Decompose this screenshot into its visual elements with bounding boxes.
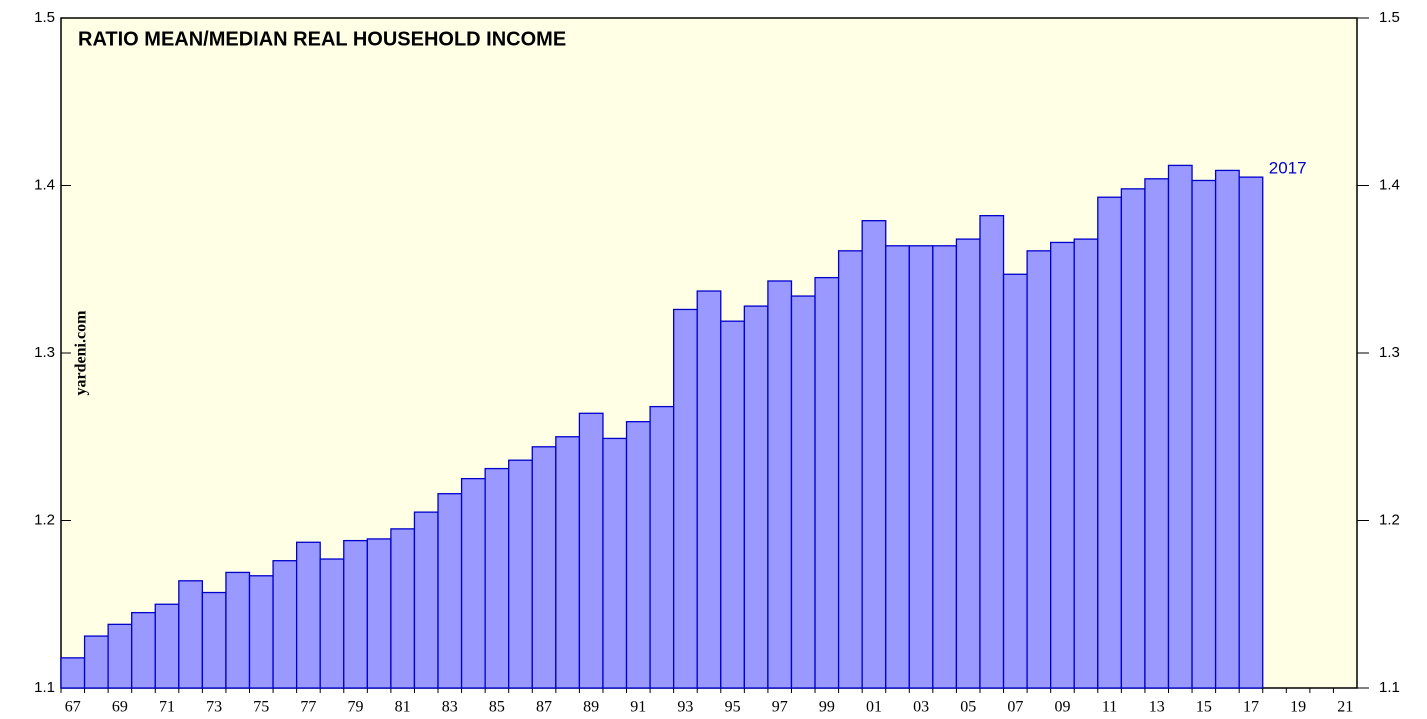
bar bbox=[460, 477, 486, 689]
x-tick-label: 69 bbox=[112, 699, 128, 716]
bar bbox=[248, 575, 274, 689]
y-tick-label: 1.4 bbox=[34, 176, 55, 193]
x-tick-label: 67 bbox=[65, 699, 81, 716]
bar bbox=[720, 320, 745, 689]
x-tick-label: 89 bbox=[583, 699, 599, 716]
chart-title: RATIO MEAN/MEDIAN REAL HOUSEHOLD INCOME bbox=[78, 28, 566, 50]
bar bbox=[1097, 196, 1123, 689]
x-tick-label: 05 bbox=[960, 699, 976, 716]
x-tick-label: 09 bbox=[1054, 699, 1070, 716]
x-tick-label: 01 bbox=[866, 699, 882, 716]
annotation: 2017 bbox=[1269, 159, 1307, 178]
x-tick-label: 73 bbox=[206, 699, 222, 716]
bar bbox=[696, 290, 722, 689]
y-tick-label-right: 1.5 bbox=[1379, 9, 1400, 26]
x-tick-label: 95 bbox=[725, 699, 741, 716]
x-tick-label: 13 bbox=[1149, 699, 1165, 716]
bar bbox=[908, 245, 934, 689]
bar bbox=[1167, 164, 1193, 689]
bar bbox=[319, 558, 345, 689]
x-tick-label: 77 bbox=[300, 699, 316, 716]
x-tick-label: 71 bbox=[159, 699, 175, 716]
bar bbox=[625, 421, 651, 689]
y-tick-label: 1.2 bbox=[34, 511, 55, 528]
y-tick-label: 1.1 bbox=[34, 679, 55, 696]
bar bbox=[178, 580, 204, 689]
bar bbox=[979, 214, 1005, 689]
bar bbox=[885, 245, 910, 689]
x-tick-label: 79 bbox=[348, 699, 364, 716]
x-tick-label: 97 bbox=[772, 699, 788, 716]
source-label: yardeni.com bbox=[73, 310, 90, 396]
bar bbox=[555, 436, 581, 689]
x-tick-label: 83 bbox=[442, 699, 458, 716]
x-tick-label: 21 bbox=[1337, 699, 1353, 716]
bar bbox=[790, 295, 816, 689]
bar bbox=[1026, 250, 1052, 689]
x-tick-label: 17 bbox=[1243, 699, 1259, 716]
bar bbox=[1073, 238, 1099, 689]
bar bbox=[107, 623, 133, 689]
bar bbox=[673, 308, 698, 689]
bar bbox=[83, 635, 109, 689]
x-tick-label: 75 bbox=[253, 699, 269, 716]
bar bbox=[413, 511, 439, 689]
bar bbox=[743, 305, 769, 689]
bar bbox=[578, 412, 604, 689]
y-tick-label: 1.5 bbox=[34, 9, 55, 26]
y-tick-label: 1.3 bbox=[34, 344, 55, 361]
bar bbox=[955, 238, 981, 689]
x-tick-label: 99 bbox=[819, 699, 835, 716]
bar bbox=[1144, 178, 1170, 689]
bar bbox=[390, 528, 416, 689]
bar bbox=[1002, 273, 1028, 689]
bar bbox=[861, 220, 887, 689]
bar bbox=[1191, 179, 1217, 689]
y-tick-label-right: 1.4 bbox=[1379, 176, 1400, 193]
bar bbox=[814, 276, 840, 689]
x-tick-label: 19 bbox=[1290, 699, 1306, 716]
bar bbox=[131, 611, 156, 689]
x-tick-label: 81 bbox=[395, 699, 411, 716]
bar bbox=[508, 459, 533, 689]
bar bbox=[295, 541, 321, 689]
bar bbox=[602, 437, 628, 689]
x-tick-label: 15 bbox=[1196, 699, 1212, 716]
bar bbox=[767, 280, 793, 689]
bar bbox=[1120, 188, 1146, 689]
bar bbox=[837, 250, 863, 689]
bar bbox=[1214, 169, 1240, 689]
x-tick-label: 93 bbox=[677, 699, 693, 716]
x-tick-label: 87 bbox=[536, 699, 552, 716]
bar bbox=[154, 603, 180, 689]
x-tick-label: 91 bbox=[630, 699, 646, 716]
bar bbox=[437, 493, 463, 689]
x-tick-label: 85 bbox=[489, 699, 505, 716]
y-tick-label-right: 1.1 bbox=[1379, 679, 1400, 696]
bar bbox=[366, 538, 392, 689]
x-tick-label: 07 bbox=[1007, 699, 1023, 716]
bar bbox=[225, 571, 251, 689]
bar bbox=[1238, 176, 1264, 689]
bar bbox=[531, 446, 557, 689]
bar bbox=[649, 405, 675, 689]
x-tick-label: 11 bbox=[1102, 699, 1117, 716]
y-tick-label-right: 1.3 bbox=[1379, 344, 1400, 361]
bar bbox=[484, 467, 510, 689]
bar bbox=[60, 657, 86, 689]
bar bbox=[272, 560, 298, 689]
x-tick-label: 03 bbox=[913, 699, 929, 716]
bar bbox=[343, 539, 368, 689]
bar bbox=[1050, 241, 1075, 689]
bar bbox=[201, 591, 227, 689]
y-tick-label-right: 1.2 bbox=[1379, 511, 1400, 528]
bar bbox=[932, 245, 958, 689]
